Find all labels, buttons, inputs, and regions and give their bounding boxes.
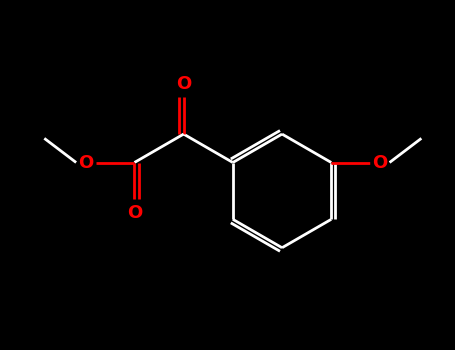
Text: O: O (127, 204, 142, 222)
Text: O: O (176, 75, 191, 92)
Text: O: O (372, 154, 387, 172)
Text: O: O (79, 154, 94, 172)
